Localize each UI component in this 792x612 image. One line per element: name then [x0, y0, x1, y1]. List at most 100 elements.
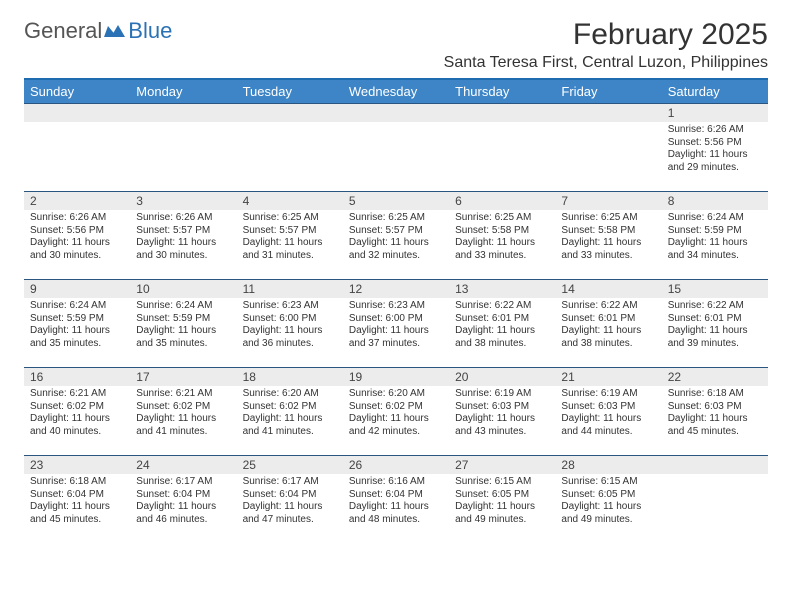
sunset-line: Sunset: 6:02 PM: [136, 401, 230, 414]
sunrise-line: Sunrise: 6:20 AM: [243, 388, 337, 401]
sunset-line: Sunset: 5:58 PM: [455, 225, 549, 238]
sunrise-line: Sunrise: 6:24 AM: [30, 300, 124, 313]
day-number-empty: [343, 104, 449, 122]
sunset-line: Sunset: 6:04 PM: [243, 489, 337, 502]
day-data: Sunrise: 6:26 AMSunset: 5:57 PMDaylight:…: [130, 210, 236, 266]
week-row: 2Sunrise: 6:26 AMSunset: 5:56 PMDaylight…: [24, 192, 768, 280]
day-header: Tuesday: [237, 79, 343, 104]
sunrise-line: Sunrise: 6:23 AM: [349, 300, 443, 313]
day-data: Sunrise: 6:22 AMSunset: 6:01 PMDaylight:…: [449, 298, 555, 354]
day-cell: 1Sunrise: 6:26 AMSunset: 5:56 PMDaylight…: [662, 104, 768, 192]
sunrise-line: Sunrise: 6:15 AM: [561, 476, 655, 489]
sunrise-line: Sunrise: 6:26 AM: [136, 212, 230, 225]
day-number: 1: [662, 104, 768, 122]
day-data: Sunrise: 6:24 AMSunset: 5:59 PMDaylight:…: [662, 210, 768, 266]
daylight-line: Daylight: 11 hours and 35 minutes.: [136, 325, 230, 350]
sunrise-line: Sunrise: 6:19 AM: [561, 388, 655, 401]
day-cell: [24, 104, 130, 192]
day-number: 16: [24, 368, 130, 386]
day-number-empty: [237, 104, 343, 122]
day-number: 13: [449, 280, 555, 298]
day-data: Sunrise: 6:25 AMSunset: 5:57 PMDaylight:…: [237, 210, 343, 266]
day-number: 11: [237, 280, 343, 298]
day-cell: 3Sunrise: 6:26 AMSunset: 5:57 PMDaylight…: [130, 192, 236, 280]
day-header: Saturday: [662, 79, 768, 104]
day-number: 23: [24, 456, 130, 474]
day-number: 14: [555, 280, 661, 298]
sunset-line: Sunset: 6:04 PM: [349, 489, 443, 502]
day-cell: [662, 456, 768, 544]
daylight-line: Daylight: 11 hours and 30 minutes.: [136, 237, 230, 262]
day-cell: 26Sunrise: 6:16 AMSunset: 6:04 PMDayligh…: [343, 456, 449, 544]
calendar-head: SundayMondayTuesdayWednesdayThursdayFrid…: [24, 79, 768, 104]
day-cell: 7Sunrise: 6:25 AMSunset: 5:58 PMDaylight…: [555, 192, 661, 280]
day-number: 15: [662, 280, 768, 298]
sunset-line: Sunset: 6:01 PM: [561, 313, 655, 326]
sunrise-line: Sunrise: 6:18 AM: [30, 476, 124, 489]
day-header: Monday: [130, 79, 236, 104]
sunset-line: Sunset: 5:56 PM: [30, 225, 124, 238]
daylight-line: Daylight: 11 hours and 49 minutes.: [561, 501, 655, 526]
day-header: Friday: [555, 79, 661, 104]
sunrise-line: Sunrise: 6:20 AM: [349, 388, 443, 401]
day-data: Sunrise: 6:21 AMSunset: 6:02 PMDaylight:…: [130, 386, 236, 442]
day-data: Sunrise: 6:19 AMSunset: 6:03 PMDaylight:…: [555, 386, 661, 442]
sunset-line: Sunset: 6:03 PM: [561, 401, 655, 414]
daylight-line: Daylight: 11 hours and 46 minutes.: [136, 501, 230, 526]
day-number: 24: [130, 456, 236, 474]
daylight-line: Daylight: 11 hours and 49 minutes.: [455, 501, 549, 526]
day-header: Thursday: [449, 79, 555, 104]
daylight-line: Daylight: 11 hours and 32 minutes.: [349, 237, 443, 262]
sunset-line: Sunset: 6:00 PM: [243, 313, 337, 326]
day-cell: 15Sunrise: 6:22 AMSunset: 6:01 PMDayligh…: [662, 280, 768, 368]
daylight-line: Daylight: 11 hours and 44 minutes.: [561, 413, 655, 438]
day-number: 8: [662, 192, 768, 210]
day-cell: [130, 104, 236, 192]
sunset-line: Sunset: 6:00 PM: [349, 313, 443, 326]
day-number-empty: [662, 456, 768, 474]
sunset-line: Sunset: 5:59 PM: [668, 225, 762, 238]
daylight-line: Daylight: 11 hours and 41 minutes.: [243, 413, 337, 438]
sunrise-line: Sunrise: 6:26 AM: [668, 124, 762, 137]
daylight-line: Daylight: 11 hours and 47 minutes.: [243, 501, 337, 526]
sunrise-line: Sunrise: 6:25 AM: [455, 212, 549, 225]
day-number: 4: [237, 192, 343, 210]
day-cell: 13Sunrise: 6:22 AMSunset: 6:01 PMDayligh…: [449, 280, 555, 368]
logo-text-blue: Blue: [128, 18, 172, 44]
week-row: 9Sunrise: 6:24 AMSunset: 5:59 PMDaylight…: [24, 280, 768, 368]
sunset-line: Sunset: 5:57 PM: [243, 225, 337, 238]
day-data: Sunrise: 6:25 AMSunset: 5:57 PMDaylight:…: [343, 210, 449, 266]
day-cell: 9Sunrise: 6:24 AMSunset: 5:59 PMDaylight…: [24, 280, 130, 368]
sunrise-line: Sunrise: 6:25 AM: [349, 212, 443, 225]
sunset-line: Sunset: 6:01 PM: [668, 313, 762, 326]
week-row: 16Sunrise: 6:21 AMSunset: 6:02 PMDayligh…: [24, 368, 768, 456]
day-data: Sunrise: 6:21 AMSunset: 6:02 PMDaylight:…: [24, 386, 130, 442]
day-data: Sunrise: 6:15 AMSunset: 6:05 PMDaylight:…: [555, 474, 661, 530]
calendar-table: SundayMondayTuesdayWednesdayThursdayFrid…: [24, 78, 768, 544]
title-block: February 2025 Santa Teresa First, Centra…: [444, 18, 768, 72]
sunrise-line: Sunrise: 6:21 AM: [136, 388, 230, 401]
sunset-line: Sunset: 6:03 PM: [455, 401, 549, 414]
sunset-line: Sunset: 6:02 PM: [30, 401, 124, 414]
sunset-line: Sunset: 5:59 PM: [136, 313, 230, 326]
sunrise-line: Sunrise: 6:21 AM: [30, 388, 124, 401]
location: Santa Teresa First, Central Luzon, Phili…: [444, 54, 768, 72]
sunset-line: Sunset: 5:59 PM: [30, 313, 124, 326]
day-cell: [343, 104, 449, 192]
day-cell: 5Sunrise: 6:25 AMSunset: 5:57 PMDaylight…: [343, 192, 449, 280]
sunset-line: Sunset: 5:56 PM: [668, 137, 762, 150]
day-data: Sunrise: 6:15 AMSunset: 6:05 PMDaylight:…: [449, 474, 555, 530]
sunrise-line: Sunrise: 6:24 AM: [668, 212, 762, 225]
day-header: Sunday: [24, 79, 130, 104]
sunset-line: Sunset: 5:57 PM: [349, 225, 443, 238]
day-number-empty: [449, 104, 555, 122]
day-data: Sunrise: 6:17 AMSunset: 6:04 PMDaylight:…: [237, 474, 343, 530]
day-cell: 28Sunrise: 6:15 AMSunset: 6:05 PMDayligh…: [555, 456, 661, 544]
sunset-line: Sunset: 6:05 PM: [561, 489, 655, 502]
day-number: 22: [662, 368, 768, 386]
day-number: 2: [24, 192, 130, 210]
day-cell: 16Sunrise: 6:21 AMSunset: 6:02 PMDayligh…: [24, 368, 130, 456]
day-data: Sunrise: 6:24 AMSunset: 5:59 PMDaylight:…: [24, 298, 130, 354]
daylight-line: Daylight: 11 hours and 30 minutes.: [30, 237, 124, 262]
daylight-line: Daylight: 11 hours and 33 minutes.: [561, 237, 655, 262]
